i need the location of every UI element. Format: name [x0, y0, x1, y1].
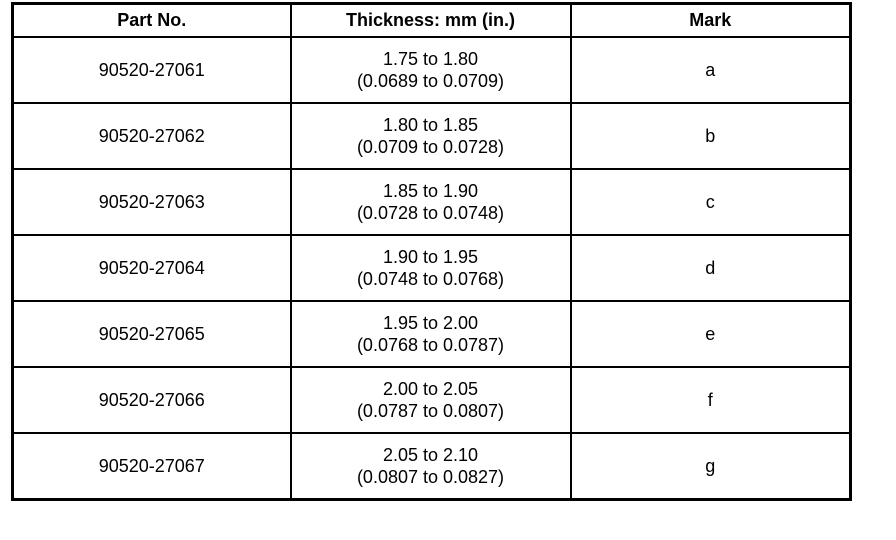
thickness-cell: 1.85 to 1.90 (0.0728 to 0.0748) — [289, 168, 572, 236]
thickness-in-range: (0.0807 to 0.0827) — [356, 467, 505, 487]
part-no-cell: 90520-27064 — [11, 234, 292, 302]
thickness-cell: 1.95 to 2.00 (0.0768 to 0.0787) — [289, 300, 572, 368]
thickness-in-range: (0.0768 to 0.0787) — [356, 335, 505, 355]
mark-cell: d — [569, 234, 852, 302]
thickness-in-range: (0.0709 to 0.0728) — [356, 137, 505, 157]
table-row: 90520-27063 1.85 to 1.90 (0.0728 to 0.07… — [11, 168, 852, 236]
table-row: 90520-27061 1.75 to 1.80 (0.0689 to 0.07… — [11, 36, 852, 104]
col-header-mark: Mark — [569, 2, 852, 38]
mark-cell: f — [569, 366, 852, 434]
mark-cell: e — [569, 300, 852, 368]
table-row: 90520-27067 2.05 to 2.10 (0.0807 to 0.08… — [11, 432, 852, 501]
thickness-mm-range: 1.75 to 1.80 — [382, 49, 479, 69]
thickness-in-range: (0.0728 to 0.0748) — [356, 203, 505, 223]
part-no-cell: 90520-27063 — [11, 168, 292, 236]
part-no-cell: 90520-27061 — [11, 36, 292, 104]
thickness-spec-table: Part No. Thickness: mm (in.) Mark 90520-… — [11, 2, 852, 501]
thickness-mm-range: 2.00 to 2.05 — [382, 379, 479, 399]
part-no-cell: 90520-27066 — [11, 366, 292, 434]
thickness-in-range: (0.0748 to 0.0768) — [356, 269, 505, 289]
thickness-mm-range: 2.05 to 2.10 — [382, 445, 479, 465]
thickness-mm-range: 1.80 to 1.85 — [382, 115, 479, 135]
table-row: 90520-27066 2.00 to 2.05 (0.0787 to 0.08… — [11, 366, 852, 434]
part-no-cell: 90520-27062 — [11, 102, 292, 170]
table-row: 90520-27064 1.90 to 1.95 (0.0748 to 0.07… — [11, 234, 852, 302]
thickness-in-range: (0.0689 to 0.0709) — [356, 71, 505, 91]
thickness-mm-range: 1.85 to 1.90 — [382, 181, 479, 201]
thickness-cell: 1.80 to 1.85 (0.0709 to 0.0728) — [289, 102, 572, 170]
thickness-cell: 1.75 to 1.80 (0.0689 to 0.0709) — [289, 36, 572, 104]
table-row: 90520-27062 1.80 to 1.85 (0.0709 to 0.07… — [11, 102, 852, 170]
part-no-cell: 90520-27067 — [11, 432, 292, 501]
col-header-part-no: Part No. — [11, 2, 292, 38]
part-no-cell: 90520-27065 — [11, 300, 292, 368]
thickness-mm-range: 1.90 to 1.95 — [382, 247, 479, 267]
col-header-thickness: Thickness: mm (in.) — [289, 2, 572, 38]
mark-cell: g — [569, 432, 852, 501]
mark-cell: c — [569, 168, 852, 236]
thickness-mm-range: 1.95 to 2.00 — [382, 313, 479, 333]
mark-cell: b — [569, 102, 852, 170]
thickness-cell: 1.90 to 1.95 (0.0748 to 0.0768) — [289, 234, 572, 302]
thickness-cell: 2.05 to 2.10 (0.0807 to 0.0827) — [289, 432, 572, 501]
header-row: Part No. Thickness: mm (in.) Mark — [11, 2, 852, 38]
mark-cell: a — [569, 36, 852, 104]
thickness-cell: 2.00 to 2.05 (0.0787 to 0.0807) — [289, 366, 572, 434]
thickness-in-range: (0.0787 to 0.0807) — [356, 401, 505, 421]
table-row: 90520-27065 1.95 to 2.00 (0.0768 to 0.07… — [11, 300, 852, 368]
